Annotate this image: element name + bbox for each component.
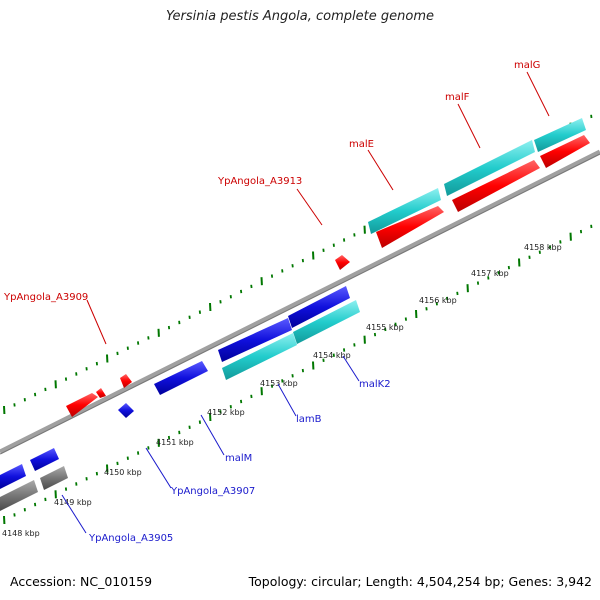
tick-label-4157: 4157 kbp [471, 269, 509, 278]
tick-label-4153: 4153 kbp [260, 379, 298, 388]
gene-lamB-blue[interactable] [218, 318, 292, 362]
genome-summary-text: Topology: circular; Length: 4,504,254 bp… [248, 574, 592, 589]
gene-malG-cyan[interactable] [534, 118, 586, 152]
gene-malM[interactable] [154, 361, 208, 395]
gene-malK2-cyan[interactable] [293, 300, 360, 344]
gene-malF-red[interactable] [452, 160, 540, 212]
tick-label-4158: 4158 kbp [524, 243, 562, 252]
gene-malG-red[interactable] [540, 135, 590, 168]
gene-malE-cyan[interactable] [368, 188, 441, 234]
gene-YpAngola_A3907[interactable] [118, 403, 134, 418]
label-YpAngola_A3913: YpAngola_A3913 [217, 176, 302, 187]
map-title: Yersinia pestis Angola, complete genome [166, 9, 434, 24]
lower-tick-row [3, 224, 593, 525]
tick-label-4156: 4156 kbp [419, 296, 457, 305]
gene-malK2-blue[interactable] [288, 286, 350, 328]
tick-label-4148: 4148 kbp [2, 529, 40, 538]
label-malG: malG [514, 60, 540, 71]
gene-small-forward-2[interactable] [120, 374, 132, 388]
label-YpAngola_A3909: YpAngola_A3909 [3, 292, 88, 303]
gene-YpAngola_A3913[interactable] [335, 255, 350, 270]
label-malK2: malK2 [359, 379, 391, 390]
gene-malE-red[interactable] [376, 206, 444, 248]
forward-strand-genes [66, 118, 590, 417]
label-malE: malE [349, 139, 374, 150]
label-malF: malF [445, 92, 470, 103]
tick-label-4154: 4154 kbp [313, 351, 351, 360]
gene-small-forward-1[interactable] [96, 388, 106, 398]
tick-label-4150: 4150 kbp [104, 468, 142, 477]
label-leaders [61, 71, 550, 534]
label-YpAngola_A3905: YpAngola_A3905 [88, 533, 173, 544]
gene-YpAngola_A3905[interactable] [30, 448, 59, 471]
tick-label-4149: 4149 kbp [54, 498, 92, 507]
gene-malF-cyan[interactable] [444, 140, 535, 196]
genome-backbone [0, 149, 600, 455]
label-YpAngola_A3907: YpAngola_A3907 [170, 486, 255, 497]
gene-gray-right[interactable] [40, 466, 68, 490]
gene-gray-left[interactable] [0, 480, 38, 511]
gene-gray-upper-left[interactable] [0, 464, 26, 489]
tick-label-4152: 4152 kbp [207, 408, 245, 417]
label-lamB: lamB [296, 414, 322, 425]
gene-lamB-cyan[interactable] [222, 333, 297, 380]
reverse-strand-genes [0, 286, 360, 511]
gene-YpAngola_A3909[interactable] [66, 393, 98, 417]
kbp-tick-labels: 4148 kbp 4149 kbp 4150 kbp 4151 kbp 4152… [2, 243, 562, 538]
accession-text: Accession: NC_010159 [10, 574, 153, 589]
tick-label-4151: 4151 kbp [156, 438, 194, 447]
tick-label-4155: 4155 kbp [366, 323, 404, 332]
label-malM: malM [225, 453, 252, 464]
genome-backbone-shade [0, 153, 600, 455]
